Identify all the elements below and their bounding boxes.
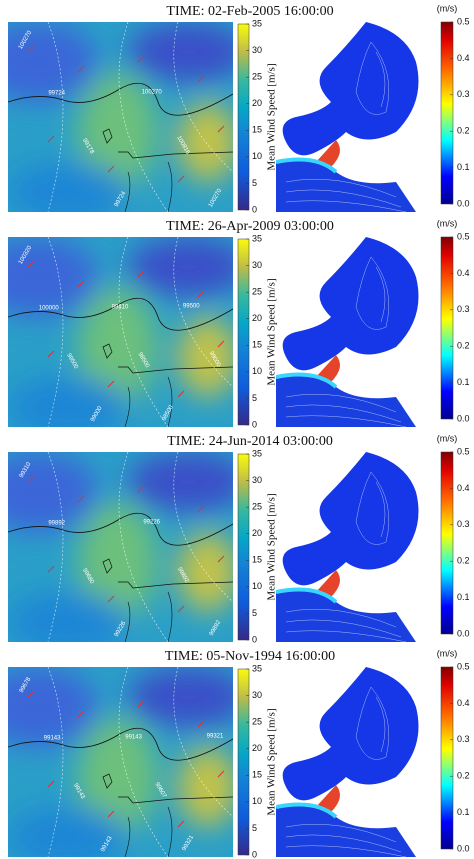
colorbar-tick-label: 30 (252, 690, 262, 700)
colorbar-tick-label: 20 (252, 528, 262, 538)
wind-colorbar (237, 453, 250, 641)
current-map (276, 22, 419, 212)
colorbar-tick-label: 15 (252, 125, 262, 135)
colorbar-tick-label: 0.5 (457, 661, 470, 671)
colorbar-tick-label: 0.4 (457, 268, 470, 278)
panel-title: TIME: 26-Apr-2009 03:00:00 (166, 219, 334, 234)
colorbar-tick-label: 0 (252, 849, 257, 859)
colorbar-unit: (m/s) (437, 3, 458, 13)
panel-title: TIME: 05-Nov-1994 16:00:00 (165, 649, 335, 664)
colorbar-tick-label: 35 (252, 233, 262, 243)
colorbar-tick-label: 30 (252, 475, 262, 485)
colorbar-tick-label: 35 (252, 663, 262, 673)
colorbar-tick-label: 5 (252, 608, 257, 618)
colorbar-tick-label: 0.3 (457, 304, 470, 314)
colorbar-tick-label: 20 (252, 743, 262, 753)
current-colorbar (440, 236, 454, 420)
colorbar-tick-label: 0.0 (457, 198, 470, 208)
colorbar-tick-label: 0.2 (457, 771, 470, 781)
colorbar-tick-label: 25 (252, 287, 262, 297)
colorbar-tick-label: 35 (252, 18, 262, 28)
colorbar-label: Mean Wind Speed [m/s] (266, 708, 278, 815)
wind-map (0, 667, 248, 859)
colorbar-tick-label: 5 (252, 178, 257, 188)
colorbar-tick-label: 10 (252, 151, 262, 161)
colorbar-unit: (m/s) (437, 218, 458, 228)
wind-map (0, 237, 248, 437)
colorbar-tick-label: 25 (252, 717, 262, 727)
colorbar-tick-label: 0.4 (457, 698, 470, 708)
colorbar-tick-label: 10 (252, 796, 262, 806)
colorbar-tick-label: 0.0 (457, 628, 470, 638)
contour-label: 100270 (142, 90, 163, 96)
colorbar-unit: (m/s) (437, 648, 458, 658)
colorbar-tick-label: 0 (252, 204, 257, 214)
colorbar-tick-label: 15 (252, 340, 262, 350)
current-map (276, 452, 419, 642)
colorbar-tick-label: 20 (252, 313, 262, 323)
contour-label: 99410 (112, 305, 129, 311)
colorbar-tick-label: 0.2 (457, 556, 470, 566)
wind-colorbar (237, 238, 250, 426)
colorbar-tick-label: 25 (252, 72, 262, 82)
colorbar-tick-label: 25 (252, 502, 262, 512)
colorbar-tick-label: 0.5 (457, 446, 470, 456)
colorbar-tick-label: 0.0 (457, 843, 470, 853)
colorbar-tick-label: 5 (252, 393, 257, 403)
contour-label: 100000 (39, 306, 60, 312)
colorbar-label: Mean Wind Speed [m/s] (266, 493, 278, 600)
colorbar-tick-label: 10 (252, 581, 262, 591)
colorbar-tick-label: 0.3 (457, 89, 470, 99)
colorbar-tick-label: 0.5 (457, 231, 470, 241)
colorbar-tick-label: 5 (252, 823, 257, 833)
colorbar-tick-label: 0.0 (457, 413, 470, 423)
panel-title: TIME: 24-Jun-2014 03:00:00 (167, 434, 333, 449)
colorbar-tick-label: 0.3 (457, 734, 470, 744)
colorbar-tick-label: 15 (252, 555, 262, 565)
colorbar-tick-label: 30 (252, 260, 262, 270)
current-map (276, 237, 419, 427)
colorbar-tick-label: 0.4 (457, 53, 470, 63)
colorbar-tick-label: 20 (252, 98, 262, 108)
colorbar-label: Mean Wind Speed [m/s] (266, 63, 278, 170)
colorbar-tick-label: 0 (252, 419, 257, 429)
colorbar-unit: (m/s) (437, 433, 458, 443)
contour-label: 99226 (143, 520, 160, 526)
contour-label: 99724 (48, 91, 65, 97)
panel-title: TIME: 02-Feb-2005 16:00:00 (166, 4, 333, 19)
contour-label: 99143 (44, 736, 61, 742)
colorbar-tick-label: 0.3 (457, 519, 470, 529)
colorbar-tick-label: 0.2 (457, 126, 470, 136)
contour-label: 99500 (183, 304, 200, 310)
colorbar-tick-label: 0.5 (457, 16, 470, 26)
colorbar-tick-label: 0.1 (457, 162, 470, 172)
colorbar-tick-label: 35 (252, 448, 262, 458)
contour-label: 99321 (207, 734, 224, 740)
colorbar-tick-label: 10 (252, 366, 262, 376)
contour-label: 99892 (48, 521, 65, 527)
colorbar-tick-label: 0.2 (457, 341, 470, 351)
colorbar-tick-label: 0.1 (457, 807, 470, 817)
colorbar-tick-label: 15 (252, 770, 262, 780)
colorbar-tick-label: 0.1 (457, 592, 470, 602)
current-colorbar (440, 666, 454, 850)
wind-colorbar (237, 668, 250, 856)
wind-colorbar (237, 23, 250, 211)
current-colorbar (440, 451, 454, 635)
colorbar-label: Mean Wind Speed [m/s] (266, 278, 278, 385)
colorbar-tick-label: 0.1 (457, 377, 470, 387)
colorbar-tick-label: 0.4 (457, 483, 470, 493)
current-colorbar (440, 21, 454, 205)
current-map (276, 667, 419, 857)
contour-label: 99143 (125, 735, 142, 741)
colorbar-tick-label: 30 (252, 45, 262, 55)
colorbar-tick-label: 0 (252, 634, 257, 644)
